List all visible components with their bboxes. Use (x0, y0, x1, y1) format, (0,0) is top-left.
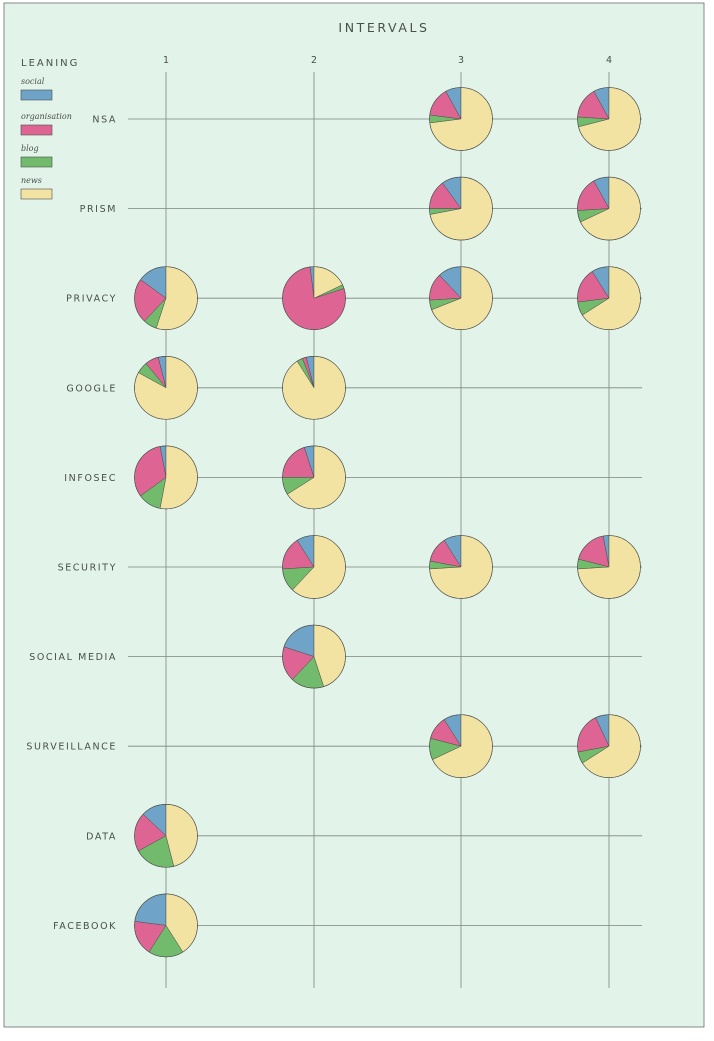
column-label-3: 3 (458, 55, 464, 66)
legend-swatch-blog (20, 156, 53, 168)
legend-swatch-news (20, 188, 53, 200)
pie-outline (282, 624, 346, 689)
legend: LEANING social organisation blog news (20, 58, 79, 200)
pie-privacy-1 (134, 266, 198, 331)
pie-outline (282, 445, 346, 510)
pie-nsa-4 (577, 87, 641, 151)
pie-security-3 (429, 535, 493, 599)
column-label-1: 1 (163, 55, 169, 66)
pie-security-4 (577, 535, 641, 599)
pie-outline (134, 266, 198, 331)
legend-label-organisation: organisation (21, 112, 72, 121)
pie-nsa-3 (429, 87, 493, 151)
row-label-security: SECURITY (58, 563, 117, 574)
pie-outline (577, 535, 641, 599)
pie-outline (429, 535, 493, 599)
pie-outline (577, 714, 641, 779)
column-label-2: 2 (311, 55, 317, 66)
pie-outline (282, 535, 346, 599)
row-label-data: DATA (86, 831, 117, 842)
pie-outline (429, 714, 493, 779)
pie-prism-4 (577, 176, 641, 241)
pie-outline (429, 266, 493, 331)
column-label-4: 4 (606, 55, 612, 66)
pie-slice-news (282, 356, 346, 420)
pie-privacy-4 (577, 266, 641, 331)
row-label-prism: PRISM (80, 204, 117, 215)
legend-label-social: social (21, 77, 45, 86)
row-label-infosec: INFOSEC (64, 473, 117, 484)
pie-privacy-2 (282, 266, 346, 331)
pie-infosec-2 (282, 445, 346, 510)
pie-outline (134, 445, 198, 510)
pie-outline (134, 803, 198, 868)
legend-label-news: news (21, 176, 42, 185)
row-label-privacy: PRIVACY (66, 294, 117, 305)
pie-facebook-1 (134, 893, 198, 958)
pie-social-media-2 (282, 624, 346, 689)
pie-data-1 (134, 803, 198, 868)
pie-outline (134, 355, 198, 420)
chart-background (3, 2, 705, 1028)
row-label-surveillance: SURVEILLANCE (26, 742, 117, 753)
pie-infosec-1 (134, 445, 198, 510)
pies (134, 87, 641, 958)
legend-swatch-organisation (20, 124, 53, 136)
pie-security-2 (282, 535, 346, 599)
pie-outline (577, 176, 641, 241)
column-labels: 1 2 3 4 (163, 55, 612, 66)
pie-outline (577, 87, 641, 151)
pie-surveillance-4 (577, 714, 641, 779)
legend-title: LEANING (21, 58, 79, 69)
row-label-google: GOOGLE (66, 383, 117, 394)
legend-swatch-social (20, 89, 53, 101)
pie-prism-3 (429, 176, 493, 241)
pie-outline (429, 87, 493, 151)
pie-outline (134, 893, 198, 958)
pie-privacy-3 (429, 266, 493, 331)
pie-outline (282, 266, 346, 331)
pie-outline (429, 176, 493, 241)
legend-label-blog: blog (21, 144, 39, 153)
row-label-social-media: SOCIAL MEDIA (29, 652, 117, 663)
chart-title: INTERVALS (338, 20, 429, 35)
pie-google-1 (134, 355, 198, 420)
pie-google-2 (282, 355, 346, 420)
pie-outline (577, 266, 641, 331)
row-label-nsa: NSA (92, 115, 117, 126)
row-labels: NSA PRISM PRIVACY GOOGLE INFOSEC SECURITY SOCI… (26, 115, 117, 932)
pie-outline (282, 355, 346, 420)
row-label-facebook: FACEBOOK (53, 921, 117, 932)
pie-surveillance-3 (429, 714, 493, 779)
